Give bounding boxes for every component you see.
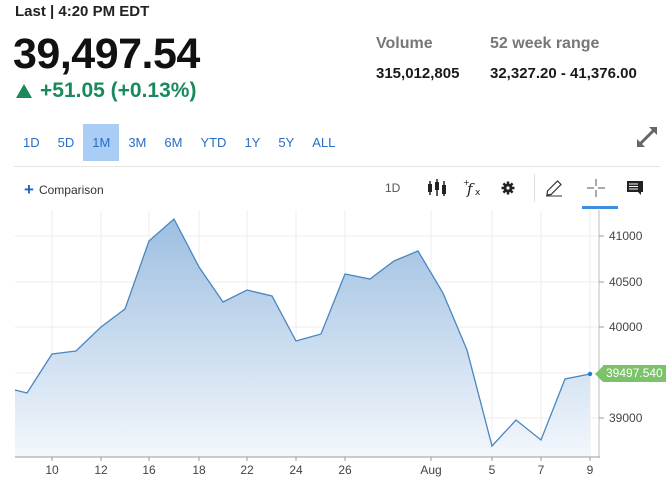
y-tick-39000: 39000 bbox=[609, 411, 643, 425]
x-tick-aug: Aug bbox=[420, 463, 442, 477]
draw-pencil-icon bbox=[546, 180, 562, 197]
comparison-label: Comparison bbox=[38, 183, 104, 197]
y-tick-40000: 40000 bbox=[609, 320, 643, 334]
volume-value: 315,012,805 bbox=[376, 65, 460, 82]
comment-button[interactable] bbox=[626, 176, 644, 200]
last-point bbox=[587, 371, 593, 377]
price-line bbox=[14, 217, 591, 448]
x-tick-18: 18 bbox=[192, 463, 206, 477]
range-value: 32,327.20 - 41,376.00 bbox=[490, 65, 637, 82]
time-range-tabs: 1D 5D 1M 3M 6M YTD 1Y 5Y ALL bbox=[14, 124, 344, 161]
svg-text:+: + bbox=[463, 178, 470, 187]
last-time: Last | 4:20 PM EDT bbox=[15, 3, 150, 20]
plus-icon: + bbox=[24, 180, 34, 199]
divider bbox=[14, 166, 660, 167]
badge-arrow bbox=[595, 365, 603, 382]
crosshair-button[interactable] bbox=[586, 176, 606, 200]
tab-6m[interactable]: 6M bbox=[164, 135, 183, 150]
draw-button[interactable] bbox=[544, 176, 564, 200]
x-tick-5: 5 bbox=[488, 463, 496, 477]
current-price: 39,497.54 bbox=[13, 30, 200, 78]
indicators-fx-icon: + f x bbox=[463, 178, 481, 198]
area-fill bbox=[15, 219, 590, 457]
y-tick-40500: 40500 bbox=[609, 275, 643, 289]
price-change-value: +51.05 (+0.13%) bbox=[40, 79, 197, 102]
x-tick-24: 24 bbox=[289, 463, 303, 477]
active-tool-indicator bbox=[582, 206, 618, 209]
chart-type-button[interactable] bbox=[426, 176, 448, 200]
tab-1y[interactable]: 1Y bbox=[244, 135, 261, 150]
tab-ytd[interactable]: YTD bbox=[200, 135, 227, 150]
tab-3m[interactable]: 3M bbox=[128, 135, 147, 150]
tab-5d[interactable]: 5D bbox=[57, 135, 75, 150]
x-tick-12: 12 bbox=[94, 463, 108, 477]
settings-button[interactable] bbox=[500, 176, 516, 200]
range-stat: 52 week range 32,327.20 - 41,376.00 bbox=[490, 35, 637, 82]
crosshair-icon bbox=[587, 179, 605, 197]
svg-text:x: x bbox=[475, 188, 481, 198]
tab-5y[interactable]: 5Y bbox=[278, 135, 295, 150]
last-value-badge: 39497.540 bbox=[595, 365, 666, 382]
tab-1m[interactable]: 1M bbox=[83, 124, 120, 161]
tab-all[interactable]: ALL bbox=[312, 135, 336, 150]
candlestick-icon bbox=[428, 179, 446, 196]
volume-label: Volume bbox=[376, 35, 433, 52]
tool-divider bbox=[534, 174, 535, 202]
x-tick-9: 9 bbox=[586, 463, 594, 477]
volume-stat: Volume 315,012,805 bbox=[376, 35, 459, 82]
indicators-button[interactable]: + f x bbox=[462, 176, 484, 200]
price-change: +51.05 (+0.13%) bbox=[16, 79, 196, 103]
settings-gear-icon bbox=[501, 181, 515, 195]
last-value-text: 39497.540 bbox=[603, 365, 666, 382]
interval-button[interactable]: 1D bbox=[385, 181, 401, 195]
x-tick-7: 7 bbox=[537, 463, 545, 477]
up-triangle-icon bbox=[16, 84, 32, 98]
y-tick-41000: 41000 bbox=[609, 229, 643, 243]
comparison-button[interactable]: + Comparison bbox=[24, 180, 104, 199]
tab-1d[interactable]: 1D bbox=[23, 135, 40, 150]
x-tick-16: 16 bbox=[142, 463, 156, 477]
comment-icon bbox=[627, 181, 643, 195]
x-tick-22: 22 bbox=[240, 463, 254, 477]
svg-text:f: f bbox=[466, 180, 475, 198]
x-tick-26: 26 bbox=[338, 463, 352, 477]
range-label: 52 week range bbox=[490, 35, 600, 52]
expand-button[interactable] bbox=[634, 124, 660, 150]
expand-icon bbox=[637, 127, 657, 147]
x-tick-10: 10 bbox=[45, 463, 59, 477]
price-chart[interactable] bbox=[0, 210, 670, 470]
